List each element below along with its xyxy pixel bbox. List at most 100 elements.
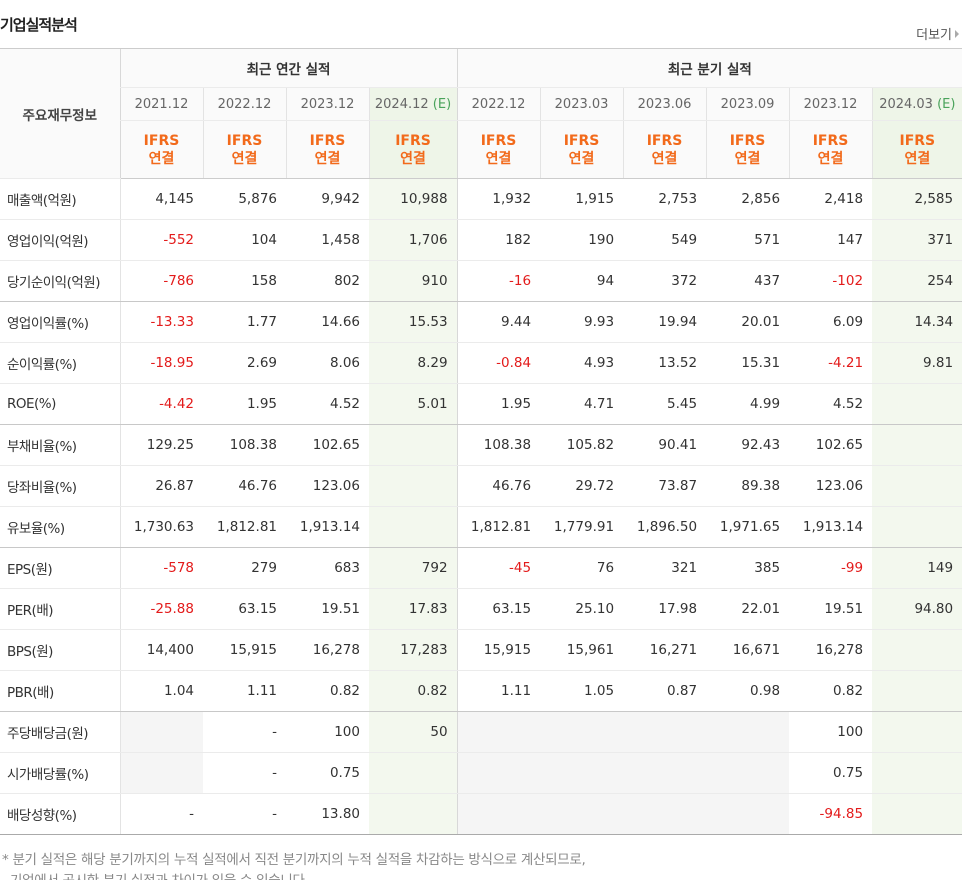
value-cell: 4.99 (706, 383, 790, 425)
empty-cell (872, 424, 963, 466)
data-row: 당기순이익(억원) -786 158 802 910 -16 94 372 437 -102 254 (0, 260, 963, 302)
data-row: BPS(원) 14,400 15,915 16,278 17,283 15,915 15,9… (0, 629, 963, 671)
value-cell: 2,585 (872, 178, 963, 220)
value-cell: 182 (456, 219, 541, 261)
basis-label: IFRS (729, 132, 766, 149)
value-cell: 5.01 (369, 383, 458, 425)
value-cell: 549 (623, 219, 707, 261)
basis-label: 연결 (485, 150, 512, 167)
empty-cell (369, 424, 458, 466)
empty-cell (706, 711, 790, 753)
value-cell: 15,961 (540, 629, 624, 671)
empty-cell (369, 465, 458, 507)
value-cell: 437 (706, 260, 790, 302)
value-cell: 15,915 (203, 629, 286, 671)
value-cell: 9.81 (872, 342, 963, 384)
data-row: EPS(원) -578 279 683 792 -45 76 321 385 -99 149 (0, 547, 963, 589)
data-row: 영업이익(억원) -552 104 1,458 1,706 182 190 549 571 147… (0, 219, 963, 261)
value-cell: 1,458 (286, 219, 369, 261)
value-cell: 1.11 (203, 670, 286, 712)
basis-header: IFRS 연결 (871, 120, 963, 179)
row-label: 영업이익(억원) (0, 219, 121, 261)
data-row: 순이익률(%) -18.95 2.69 8.06 8.29 -0.84 4.93 13.52 1… (0, 342, 963, 384)
value-cell: 1,779.91 (540, 506, 624, 548)
value-cell: 158 (203, 260, 286, 302)
value-cell: 16,271 (623, 629, 707, 671)
value-cell: -25.88 (119, 588, 203, 630)
value-cell: - (119, 793, 203, 835)
empty-cell (872, 506, 963, 548)
period-header: 2024.03 (E) (871, 87, 963, 121)
empty-cell (456, 793, 541, 835)
basis-header: IFRS 연결 (202, 120, 286, 179)
empty-cell (623, 711, 707, 753)
value-cell: 100 (789, 711, 873, 753)
basis-label: 연결 (568, 150, 595, 167)
value-cell: 792 (369, 547, 458, 589)
value-cell: -16 (456, 260, 541, 302)
data-row: PBR(배) 1.04 1.11 0.82 0.82 1.11 1.05 0.87 0.98 0.… (0, 670, 963, 712)
value-cell: 5,876 (203, 178, 286, 220)
value-cell: 1.05 (540, 670, 624, 712)
basis-label: IFRS (226, 132, 263, 149)
empty-cell (540, 711, 624, 753)
value-cell: 15,915 (456, 629, 541, 671)
empty-cell (119, 752, 203, 794)
period-date: 2022.12 (217, 96, 272, 112)
value-cell: 8.29 (369, 342, 458, 384)
value-cell: 108.38 (456, 424, 541, 466)
empty-cell (706, 752, 790, 794)
basis-label: 연결 (904, 150, 931, 167)
value-cell: 0.75 (286, 752, 369, 794)
value-cell: 94 (540, 260, 624, 302)
value-cell: 63.15 (203, 588, 286, 630)
row-label: PBR(배) (0, 670, 121, 712)
value-cell: -786 (119, 260, 203, 302)
empty-cell (540, 752, 624, 794)
value-cell: 25.10 (540, 588, 624, 630)
period-header: 2022.12 (202, 87, 286, 121)
value-cell: 5.45 (623, 383, 707, 425)
row-label: 순이익률(%) (0, 342, 121, 384)
row-label: 시가배당률(%) (0, 752, 121, 794)
value-cell: 16,278 (789, 629, 873, 671)
value-cell: 0.82 (369, 670, 458, 712)
performance-table: 주요재무정보 최근 연간 실적 최근 분기 실적 2021.12 2022.12 2023… (0, 48, 963, 835)
group-header: 최근 연간 실적 (119, 48, 458, 88)
period-date: 2023.03 (554, 96, 609, 112)
empty-cell (369, 752, 458, 794)
value-cell: 4.71 (540, 383, 624, 425)
value-cell: 17.83 (369, 588, 458, 630)
empty-cell (872, 465, 963, 507)
value-cell: 14.66 (286, 301, 369, 343)
date-row: 2021.12 2022.12 2023.12 2024.12 (E) 2022.12 2… (0, 87, 963, 121)
value-cell: 2,418 (789, 178, 873, 220)
value-cell: 321 (623, 547, 707, 589)
period-header: 2022.12 (456, 87, 541, 121)
value-cell: 13.80 (286, 793, 369, 835)
value-cell: 105.82 (540, 424, 624, 466)
empty-cell (706, 793, 790, 835)
row-label: 부채비율(%) (0, 424, 121, 466)
empty-cell (456, 711, 541, 753)
group-header: 최근 분기 실적 (456, 48, 963, 88)
value-cell: 1.04 (119, 670, 203, 712)
value-cell: 802 (286, 260, 369, 302)
value-cell: 254 (872, 260, 963, 302)
corner-header: 주요재무정보 (0, 48, 120, 179)
data-row: 시가배당률(%) -0.75 0.75 (0, 752, 963, 794)
data-row: 당좌비율(%) 26.87 46.76 123.06 46.76 29.72 73.87 89… (0, 465, 963, 507)
value-cell: -0.84 (456, 342, 541, 384)
value-cell: 1,913.14 (286, 506, 369, 548)
value-cell: -4.21 (789, 342, 873, 384)
header-row: 주요재무정보 최근 연간 실적 최근 분기 실적 (0, 48, 963, 179)
more-link[interactable]: 더보기 (916, 24, 959, 43)
value-cell: 76 (540, 547, 624, 589)
row-label: 당좌비율(%) (0, 465, 121, 507)
value-cell: 1,812.81 (203, 506, 286, 548)
value-cell: 15.53 (369, 301, 458, 343)
value-cell: -13.33 (119, 301, 203, 343)
value-cell: 104 (203, 219, 286, 261)
period-date: 2023.12 (803, 96, 858, 112)
